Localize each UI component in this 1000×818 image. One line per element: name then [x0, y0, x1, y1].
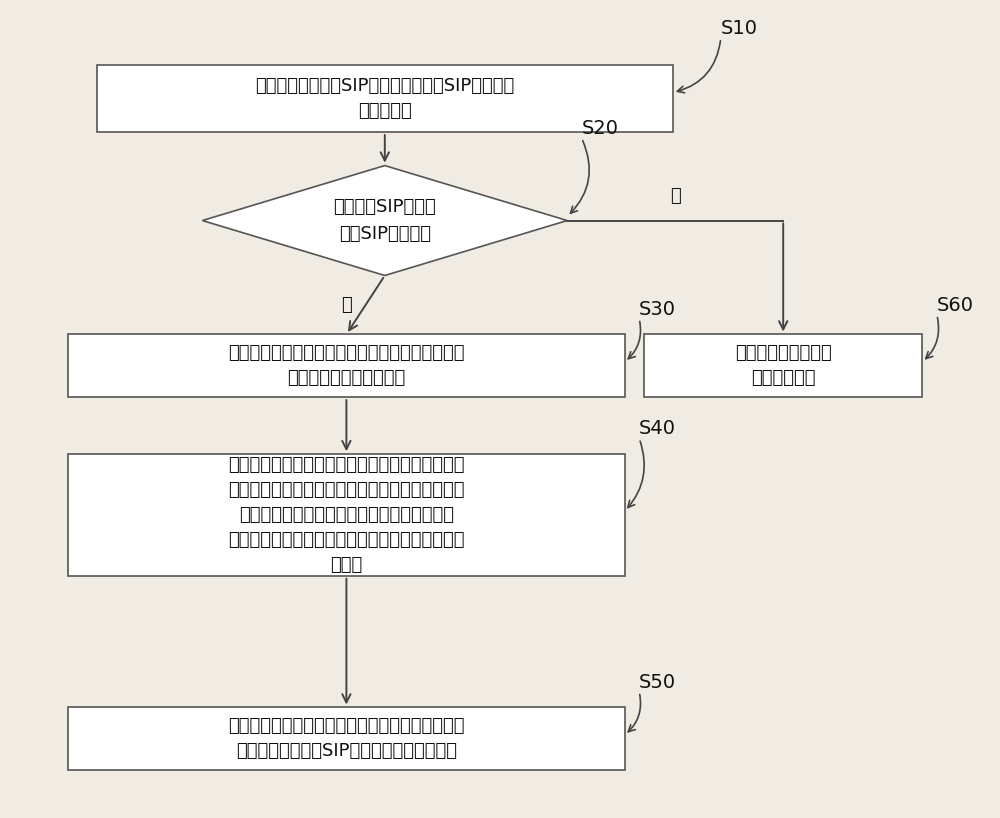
- Text: S30: S30: [639, 299, 676, 319]
- Text: 接收会话创建协议SIP信令，根据所述SIP信令建立
呼叫流程表: 接收会话创建协议SIP信令，根据所述SIP信令建立 呼叫流程表: [255, 78, 514, 120]
- Text: 不需要设置完整三角
信令会话标识: 不需要设置完整三角 信令会话标识: [735, 344, 832, 387]
- Text: S60: S60: [937, 296, 974, 315]
- Text: S20: S20: [582, 119, 619, 138]
- Text: 通过所述完整三角信令会话标识和所述半边三角信
令会话标识对所述SIP三角信令进行分析处理: 通过所述完整三角信令会话标识和所述半边三角信 令会话标识对所述SIP三角信令进行…: [228, 717, 465, 760]
- Text: S40: S40: [639, 420, 676, 438]
- Text: 判断所述SIP信令是
否为SIP三角信令: 判断所述SIP信令是 否为SIP三角信令: [333, 198, 436, 243]
- FancyBboxPatch shape: [68, 708, 625, 771]
- FancyBboxPatch shape: [97, 65, 673, 133]
- Text: 是: 是: [341, 296, 352, 314]
- FancyBboxPatch shape: [644, 335, 922, 398]
- Text: 在所述呼叫流程表下创建左边会话记录、右边会话
记录和底边虚拟会话记录: 在所述呼叫流程表下创建左边会话记录、右边会话 记录和底边虚拟会话记录: [228, 344, 465, 387]
- FancyBboxPatch shape: [68, 454, 625, 576]
- Text: S10: S10: [721, 19, 758, 38]
- Polygon shape: [202, 165, 567, 276]
- Text: 将所述底边虚拟会话记录和左边会话记录或右边会
话记录合并为一个完整会话记录，设置为完整三角
信令会话标识；将没有形成完整会话记录的右
边会话记录或左边会话记录设: 将所述底边虚拟会话记录和左边会话记录或右边会 话记录合并为一个完整会话记录，设置…: [228, 456, 465, 574]
- FancyBboxPatch shape: [68, 335, 625, 398]
- Text: 否: 否: [670, 187, 681, 204]
- Text: S50: S50: [639, 672, 676, 692]
